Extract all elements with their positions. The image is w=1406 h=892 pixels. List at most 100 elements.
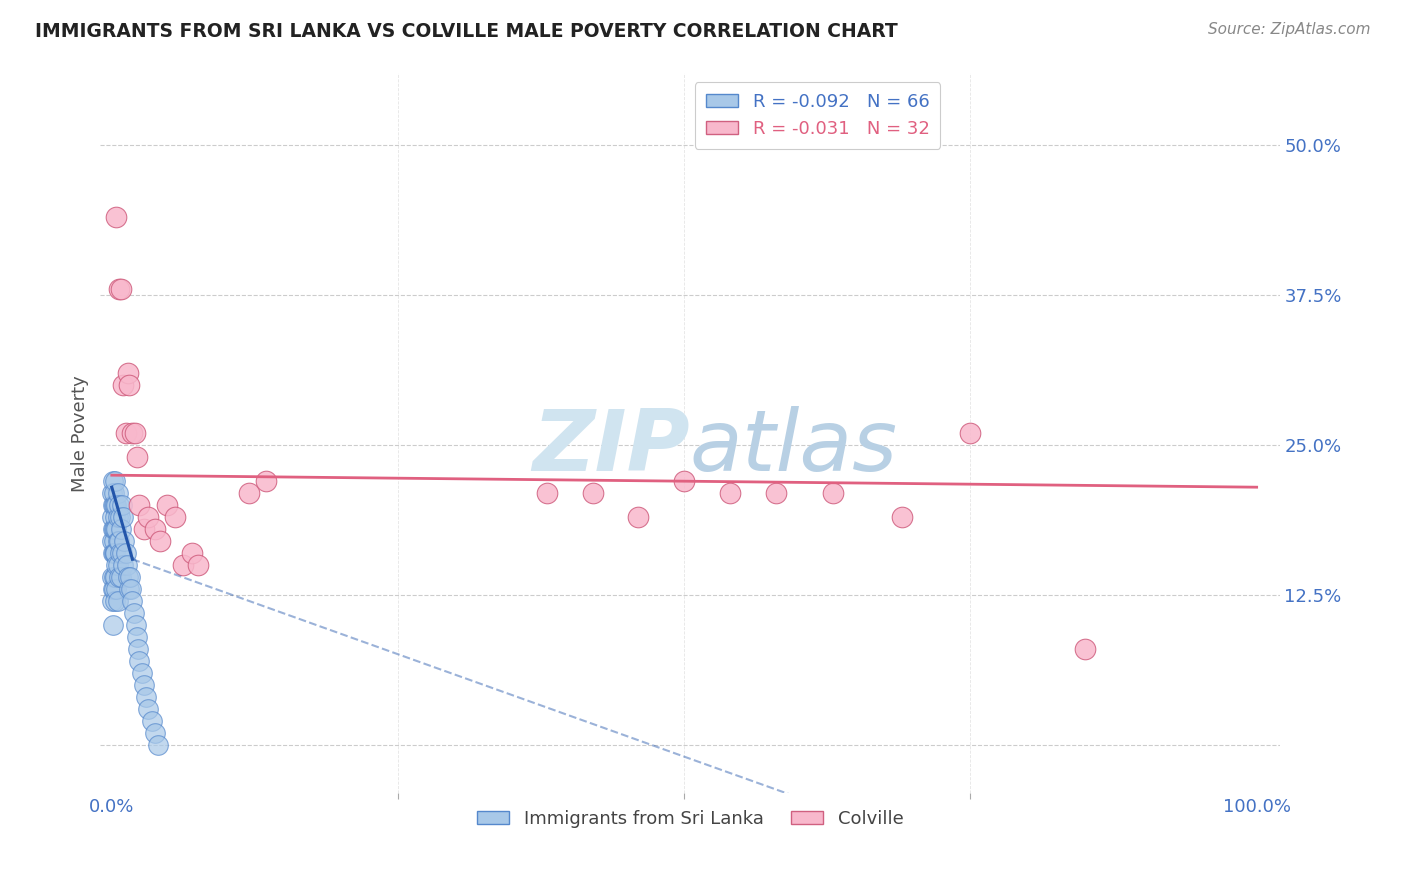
Point	[103, 498, 125, 512]
Point	[104, 546, 127, 560]
Point	[890, 510, 912, 524]
Point	[127, 642, 149, 657]
Text: atlas: atlas	[690, 406, 898, 489]
Point	[125, 618, 148, 632]
Point	[121, 594, 143, 608]
Point	[107, 486, 129, 500]
Point	[103, 534, 125, 549]
Point	[107, 534, 129, 549]
Text: Source: ZipAtlas.com: Source: ZipAtlas.com	[1208, 22, 1371, 37]
Point	[114, 426, 136, 441]
Point	[111, 546, 134, 560]
Text: IMMIGRANTS FROM SRI LANKA VS COLVILLE MALE POVERTY CORRELATION CHART: IMMIGRANTS FROM SRI LANKA VS COLVILLE MA…	[35, 22, 898, 41]
Point	[112, 558, 135, 573]
Point	[108, 510, 131, 524]
Point	[108, 546, 131, 560]
Point	[121, 426, 143, 441]
Point	[104, 474, 127, 488]
Point	[254, 474, 277, 488]
Point	[582, 486, 605, 500]
Point	[765, 486, 787, 500]
Point	[104, 594, 127, 608]
Point	[101, 474, 124, 488]
Point	[128, 654, 150, 668]
Point	[143, 726, 166, 740]
Point	[187, 558, 209, 573]
Point	[118, 378, 141, 392]
Point	[107, 282, 129, 296]
Point	[138, 702, 160, 716]
Y-axis label: Male Poverty: Male Poverty	[72, 375, 89, 491]
Point	[105, 522, 128, 536]
Text: ZIP: ZIP	[533, 406, 690, 489]
Point	[110, 570, 132, 584]
Point	[120, 570, 142, 584]
Point	[143, 522, 166, 536]
Point	[110, 282, 132, 296]
Point	[104, 498, 127, 512]
Point	[115, 558, 138, 573]
Point	[128, 498, 150, 512]
Point	[105, 582, 128, 597]
Point	[101, 498, 124, 512]
Point	[172, 558, 194, 573]
Point	[101, 546, 124, 560]
Point	[118, 582, 141, 597]
Point	[107, 534, 129, 549]
Legend: Immigrants from Sri Lanka, Colville: Immigrants from Sri Lanka, Colville	[470, 802, 911, 835]
Point	[138, 510, 160, 524]
Point	[105, 210, 128, 224]
Point	[132, 522, 155, 536]
Point	[101, 570, 124, 584]
Point	[103, 486, 125, 500]
Point	[959, 426, 981, 441]
Point	[132, 678, 155, 692]
Point	[103, 522, 125, 536]
Point	[104, 522, 127, 536]
Point	[149, 534, 172, 549]
Point	[131, 666, 153, 681]
Point	[103, 582, 125, 597]
Point	[111, 498, 134, 512]
Point	[101, 522, 124, 536]
Point	[101, 594, 124, 608]
Point	[112, 378, 135, 392]
Point	[135, 690, 157, 705]
Point	[627, 510, 650, 524]
Point	[107, 570, 129, 584]
Point	[104, 510, 127, 524]
Point	[104, 570, 127, 584]
Point	[163, 510, 186, 524]
Point	[141, 714, 163, 729]
Point	[107, 558, 129, 573]
Point	[103, 570, 125, 584]
Point	[107, 594, 129, 608]
Point	[112, 510, 135, 524]
Point	[156, 498, 179, 512]
Point	[105, 498, 128, 512]
Point	[1074, 642, 1097, 657]
Point	[673, 474, 696, 488]
Point	[823, 486, 845, 500]
Point	[107, 510, 129, 524]
Point	[114, 546, 136, 560]
Point	[536, 486, 558, 500]
Point	[125, 450, 148, 465]
Point	[718, 486, 741, 500]
Point	[120, 582, 142, 597]
Point	[107, 498, 129, 512]
Point	[105, 558, 128, 573]
Point	[117, 366, 139, 380]
Point	[110, 522, 132, 536]
Point	[112, 534, 135, 549]
Point	[117, 570, 139, 584]
Point	[101, 534, 124, 549]
Point	[146, 739, 169, 753]
Point	[101, 618, 124, 632]
Point	[125, 630, 148, 644]
Point	[124, 426, 146, 441]
Point	[122, 607, 145, 621]
Point	[101, 510, 124, 524]
Point	[101, 486, 124, 500]
Point	[101, 582, 124, 597]
